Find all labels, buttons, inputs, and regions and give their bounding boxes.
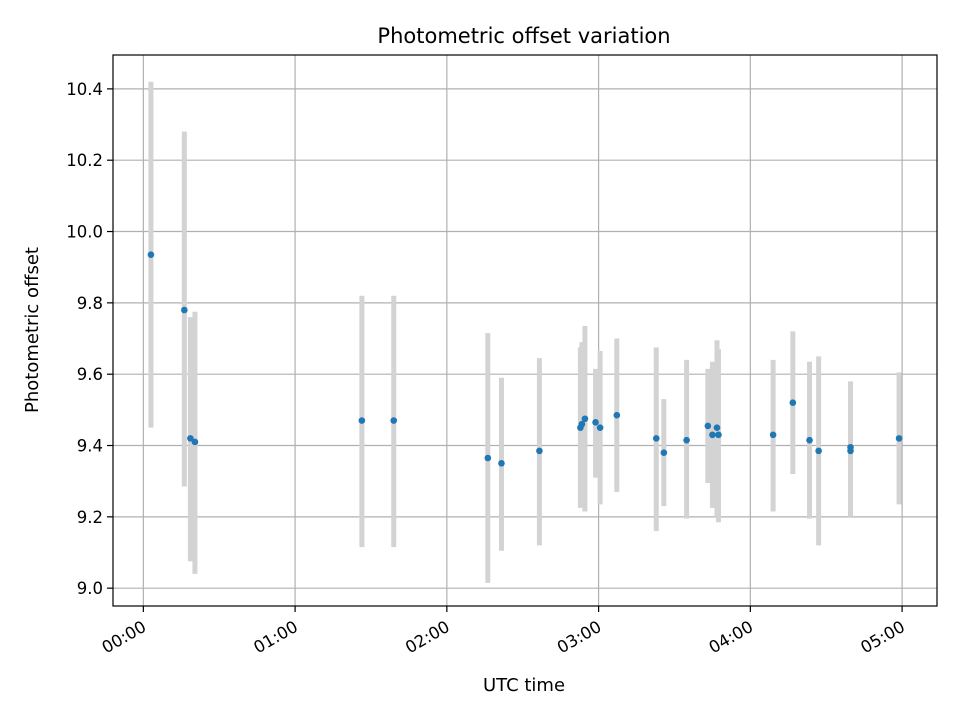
data-point [704, 422, 712, 430]
x-axis-title: UTC time [483, 675, 565, 696]
y-tick-label: 9.2 [77, 508, 103, 527]
y-tick-label: 9.4 [77, 437, 103, 456]
chart-title: Photometric offset variation [377, 24, 670, 48]
x-tick-label: 05:00 [857, 617, 908, 657]
data-point [596, 424, 604, 431]
data-point [713, 424, 721, 431]
y-tick-label: 9.8 [77, 294, 103, 313]
data-point [191, 438, 199, 446]
x-tick-label: 00:00 [99, 617, 150, 657]
data-point [181, 306, 188, 314]
y-tick-label: 10.4 [66, 80, 103, 99]
data-point [660, 449, 668, 456]
y-tick-label: 10.0 [66, 223, 103, 242]
data-point [390, 417, 398, 424]
x-tick-label: 03:00 [554, 617, 605, 657]
y-tick-label: 9.6 [77, 365, 103, 384]
data-point [715, 431, 722, 439]
grid [113, 55, 937, 606]
data-point [652, 435, 660, 442]
data-point [147, 251, 155, 259]
data-point [806, 436, 813, 444]
y-tick-label: 10.2 [66, 151, 103, 170]
y-axis-title: Photometric offset [22, 247, 43, 413]
data-point [709, 431, 716, 439]
data-point [815, 447, 822, 455]
error-bars [148, 81, 902, 583]
data-point [769, 431, 777, 439]
data-point [613, 411, 621, 419]
y-tick-label: 9.0 [77, 579, 103, 598]
x-axis: 00:00 01:00 02:00 03:00 04:00 05:00 [99, 606, 908, 657]
data-point [498, 460, 505, 467]
plot-frame [112, 54, 938, 607]
x-tick-label: 02:00 [402, 617, 453, 657]
data-point [592, 419, 599, 426]
data-point [484, 454, 492, 462]
data-point [895, 435, 903, 442]
data-points [147, 251, 903, 467]
y-axis: 9.0 9.2 9.4 9.6 9.8 10.0 10.2 10.4 [66, 80, 113, 598]
data-point [187, 435, 194, 442]
x-tick-label: 04:00 [706, 617, 757, 657]
data-point [358, 417, 366, 424]
x-tick-label: 01:00 [250, 617, 301, 657]
data-point [536, 447, 543, 455]
data-point [578, 420, 586, 428]
data-point [581, 415, 589, 423]
data-point [683, 436, 690, 444]
data-point [789, 399, 797, 407]
data-point [847, 443, 854, 451]
